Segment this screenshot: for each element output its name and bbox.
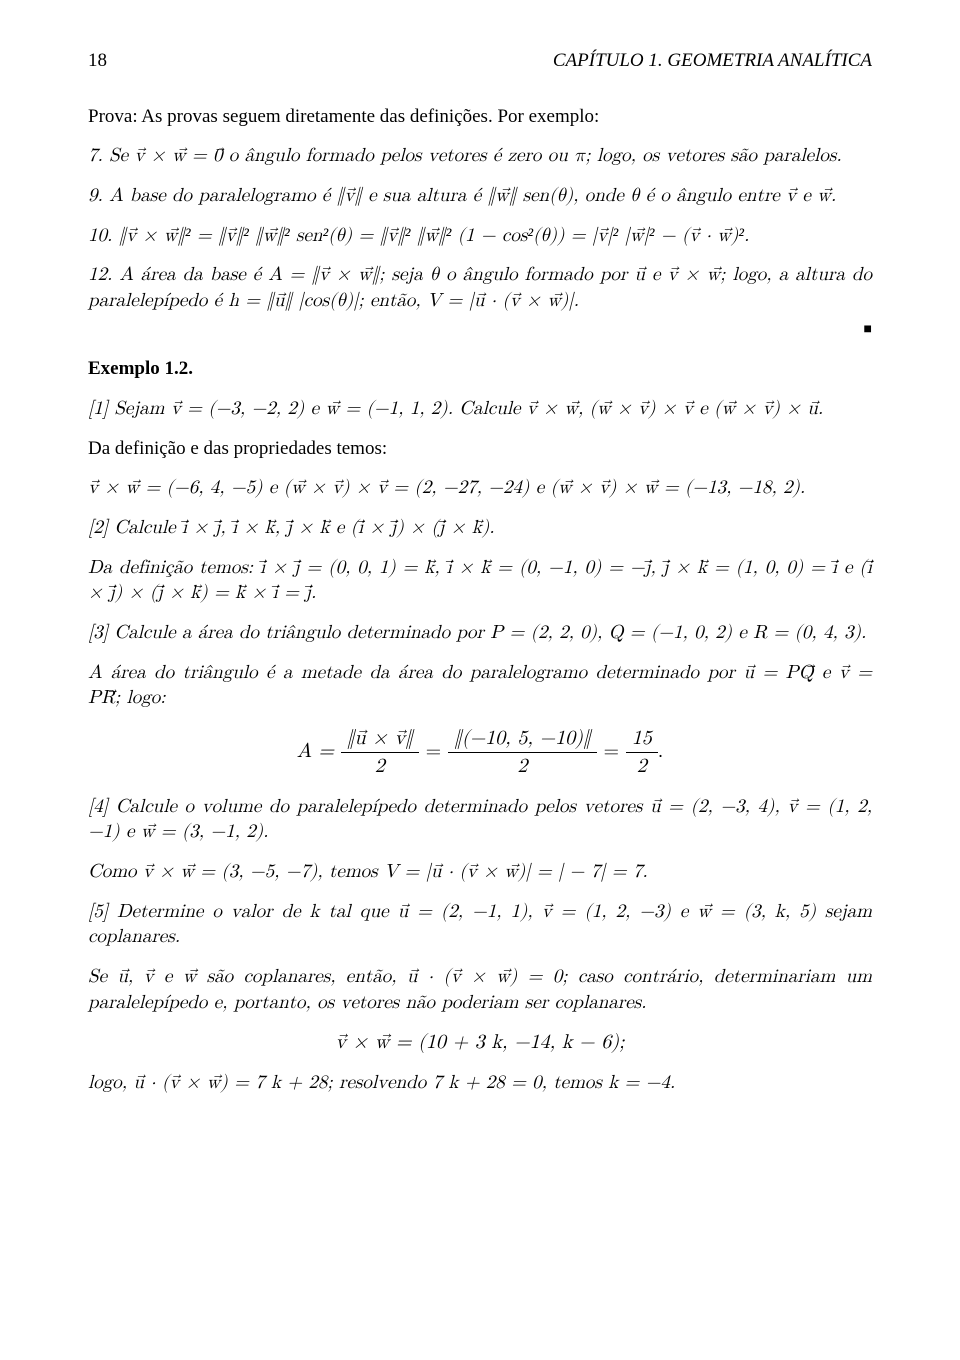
example-5-intro: Se u⃗, v⃗ e w⃗ são coplanares, então, u⃗…	[88, 964, 872, 1015]
proof-item-12: 12. A área da base é A = ‖v⃗ × w⃗‖; seja…	[88, 262, 872, 313]
eq-lhs: A =	[297, 741, 334, 761]
example-3-question: [3] Calcule a área do triângulo determin…	[88, 620, 872, 646]
example-1-question-text: [1] Sejam v⃗ = (−3, −2, 2) e w⃗ = (−1, 1…	[88, 399, 823, 418]
example-5-question-text: [5] Determine o valor de k tal que u⃗ = …	[88, 902, 872, 947]
example-3-question-text: [3] Calcule a área do triângulo determin…	[88, 623, 866, 642]
eq-sign-1: =	[426, 741, 448, 761]
example-4-answer-text: Como v⃗ × w⃗ = (3, −5, −7), temos V = |u…	[88, 862, 648, 881]
fraction-1-den: 2	[341, 753, 419, 780]
example-5-final-text: logo, u⃗ · (v⃗ × w⃗) = 7 k + 28; resolve…	[88, 1073, 675, 1092]
fraction-3-den: 2	[626, 753, 658, 780]
fraction-2-den: 2	[448, 753, 597, 780]
page-header: 18 CAPÍTULO 1. GEOMETRIA ANALÍTICA	[88, 48, 872, 74]
example-1-intro: Da definição e das propriedades temos:	[88, 436, 872, 462]
fraction-1-num: ‖u⃗ × v⃗‖	[341, 725, 419, 753]
example-1-answer: v⃗ × w⃗ = (−6, 4, −5) e (w⃗ × v⃗) × v⃗ =…	[88, 475, 872, 501]
fraction-1: ‖u⃗ × v⃗‖ 2	[341, 725, 419, 780]
example-4-question-text: [4] Calcule o volume do paralelepípedo d…	[88, 797, 872, 842]
example-3-intro-text: A área do triângulo é a metade da área d…	[88, 663, 872, 708]
fraction-3: 15 2	[626, 725, 658, 780]
proof-item-10: 10. ‖v⃗ × w⃗‖² = ‖v⃗‖² ‖w⃗‖² sen²(θ) = ‖…	[88, 223, 872, 249]
example-4-answer: Como v⃗ × w⃗ = (3, −5, −7), temos V = |u…	[88, 859, 872, 885]
example-5-final: logo, u⃗ · (v⃗ × w⃗) = 7 k + 28; resolve…	[88, 1070, 872, 1096]
proof-item-9-text: 9. A base do paralelogramo é ‖v⃗‖ e sua …	[88, 186, 836, 205]
example-1-answer-text: v⃗ × w⃗ = (−6, 4, −5) e (w⃗ × v⃗) × v⃗ =…	[88, 478, 805, 497]
example-5-display-equation: v⃗ × w⃗ = (10 + 3 k, −14, k − 6);	[88, 1029, 872, 1056]
page-number: 18	[88, 48, 107, 74]
proof-intro: Prova: As provas seguem diretamente das …	[88, 104, 872, 130]
example-1-question: [1] Sejam v⃗ = (−3, −2, 2) e w⃗ = (−1, 1…	[88, 396, 872, 422]
example-2-question-text: [2] Calcule i⃗ × j⃗, i⃗ × k⃗, j⃗ × k⃗ e …	[88, 518, 495, 537]
example-3-intro: A área do triângulo é a metade da área d…	[88, 660, 872, 711]
proof-item-12-text: 12. A área da base é A = ‖v⃗ × w⃗‖; seja…	[88, 265, 872, 310]
example-5-question: [5] Determine o valor de k tal que u⃗ = …	[88, 899, 872, 950]
chapter-title: CAPÍTULO 1. GEOMETRIA ANALÍTICA	[553, 48, 872, 74]
proof-item-7: 7. Se v⃗ × w⃗ = 0⃗ o ângulo formado pelo…	[88, 143, 872, 169]
fraction-3-num: 15	[626, 725, 658, 753]
example-2-question: [2] Calcule i⃗ × j⃗, i⃗ × k⃗, j⃗ × k⃗ e …	[88, 515, 872, 541]
eq-sign-2: =	[604, 741, 626, 761]
fraction-2-num: ‖(−10, 5, −10)‖	[448, 725, 597, 753]
example-3-display-equation: A = ‖u⃗ × v⃗‖ 2 = ‖(−10, 5, −10)‖ 2 = 15…	[88, 725, 872, 780]
example-4-question: [4] Calcule o volume do paralelepípedo d…	[88, 794, 872, 845]
qed-symbol: ■	[88, 321, 872, 340]
page: 18 CAPÍTULO 1. GEOMETRIA ANALÍTICA Prova…	[0, 0, 960, 1360]
eq-period: .	[658, 741, 664, 761]
proof-item-9: 9. A base do paralelogramo é ‖v⃗‖ e sua …	[88, 183, 872, 209]
example-2-answer: Da definição temos: i⃗ × j⃗ = (0, 0, 1) …	[88, 555, 872, 606]
proof-item-7-text: 7. Se v⃗ × w⃗ = 0⃗ o ângulo formado pelo…	[88, 146, 842, 165]
example-5-intro-text: Se u⃗, v⃗ e w⃗ são coplanares, então, u⃗…	[88, 967, 872, 1012]
example-2-answer-text: Da definição temos: i⃗ × j⃗ = (0, 0, 1) …	[88, 558, 872, 603]
proof-item-10-text: 10. ‖v⃗ × w⃗‖² = ‖v⃗‖² ‖w⃗‖² sen²(θ) = ‖…	[88, 226, 749, 245]
fraction-2: ‖(−10, 5, −10)‖ 2	[448, 725, 597, 780]
example-heading: Exemplo 1.2.	[88, 356, 872, 382]
example-5-display-text: v⃗ × w⃗ = (10 + 3 k, −14, k − 6);	[335, 1032, 624, 1052]
